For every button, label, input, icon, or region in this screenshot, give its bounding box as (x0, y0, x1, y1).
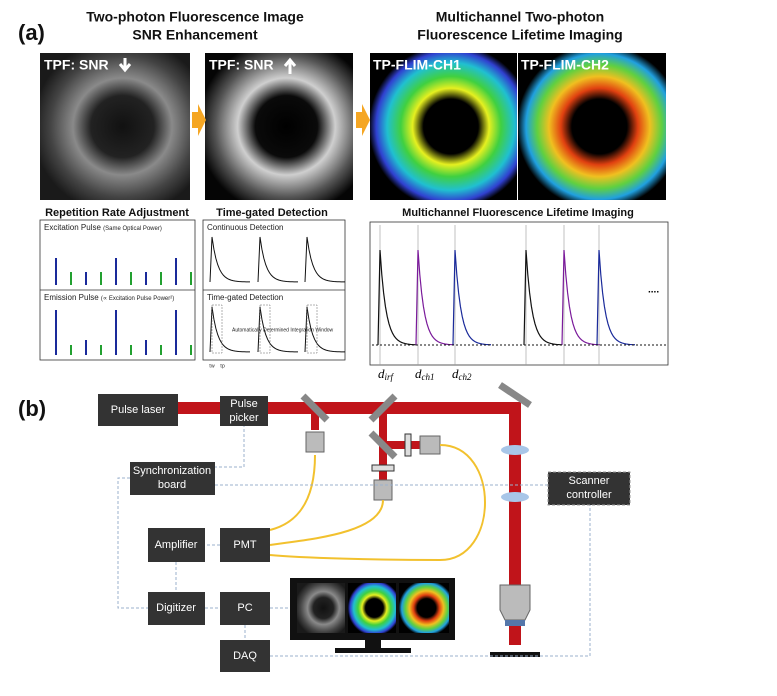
box (220, 528, 270, 562)
decay-curve (304, 306, 346, 353)
box-label: DAQ (233, 650, 257, 662)
collimator (305, 431, 325, 453)
curves (372, 225, 666, 365)
box-label: board (158, 479, 186, 491)
gate-window (259, 304, 271, 354)
box-label: PMT (233, 539, 257, 551)
decay-curve (561, 249, 601, 346)
delay-label: dch2 (452, 366, 472, 382)
mirror (300, 393, 330, 423)
monitor-image (348, 583, 396, 633)
image (518, 53, 666, 200)
signal-line (175, 505, 591, 657)
collimator (373, 479, 393, 501)
image-label: TPF: SNR (44, 57, 109, 73)
image (205, 53, 353, 200)
signal-line (215, 424, 245, 468)
gate-window (306, 304, 318, 354)
box (98, 394, 178, 426)
box-label: controller (566, 489, 612, 501)
axis-mark: τw (209, 363, 215, 369)
title: SNR Enhancement (132, 27, 258, 43)
objective-tip (505, 620, 525, 626)
sample-stage (490, 652, 540, 657)
title: Multichannel Two-photon (436, 9, 605, 25)
box (130, 462, 215, 495)
fiber (269, 444, 486, 562)
box-label: Digitizer (156, 602, 196, 614)
axis-mark: τp (220, 363, 225, 369)
arrow-up (283, 57, 297, 74)
image (40, 53, 190, 200)
box (220, 592, 270, 625)
decay-curve (209, 306, 251, 353)
box-label: Pulse (230, 398, 258, 410)
plot-label: Continuous Detection (207, 223, 284, 232)
lens (501, 492, 529, 502)
collimator (419, 435, 441, 455)
box (148, 592, 205, 625)
ellipsis: .... (648, 285, 659, 296)
box-label: PC (237, 602, 252, 614)
box-label: picker (229, 412, 259, 424)
plot-label: Time-gated Detection (207, 293, 283, 302)
arrow-down (118, 58, 132, 73)
gate-window (211, 304, 223, 354)
title: Fluorescence Lifetime Imaging (417, 27, 622, 43)
decay-curve (415, 249, 455, 346)
panel-label: (b) (18, 396, 46, 421)
plot-label: Excitation Pulse (Same Optical Power) (44, 223, 162, 232)
box-label: Scanner (569, 475, 610, 487)
image (370, 53, 517, 200)
plot-label: Emission Pulse (∝ Excitation Pulse Power… (44, 293, 174, 302)
monitor-stand (335, 640, 411, 653)
image-label: TPF: SNR (209, 57, 274, 73)
delay-label: dirf (378, 366, 395, 382)
filter (371, 464, 395, 472)
decay-curve (596, 249, 636, 346)
box (220, 640, 270, 672)
box (148, 528, 205, 562)
panel-label: (a) (18, 20, 45, 45)
plot-title: Time-gated Detection (216, 207, 328, 219)
lens (501, 445, 529, 455)
box-label: Synchronization (133, 465, 211, 477)
mirror (498, 382, 532, 408)
filter (404, 433, 412, 457)
objective (499, 584, 531, 621)
monitor-image (399, 583, 449, 633)
decay-curve (452, 249, 492, 346)
box (220, 396, 268, 426)
annotation: Automatically Determined Integration Win… (232, 327, 334, 333)
decay-curve (304, 236, 346, 283)
monitor-image (297, 583, 345, 633)
decay-curve (209, 236, 251, 283)
fiber (269, 454, 316, 531)
mirror (368, 393, 398, 423)
beam (178, 402, 521, 645)
signal-line (117, 477, 148, 609)
fiber (269, 499, 384, 546)
arrow (356, 104, 370, 136)
arrow (192, 104, 206, 136)
plot-title: Repetition Rate Adjustment (45, 207, 189, 219)
image-label: TP-FLIM-CH2 (521, 57, 609, 73)
decay-curve (257, 306, 299, 353)
decay-curve (257, 236, 299, 283)
decay-curve (523, 249, 563, 346)
title: Two-photon Fluorescence Image (86, 9, 304, 25)
image-label: TP-FLIM-CH1 (373, 57, 461, 73)
box-label: Pulse laser (111, 404, 166, 416)
decay-curve (377, 249, 417, 346)
delay-label: dch1 (415, 366, 435, 382)
mirror (368, 430, 398, 460)
box-label: Amplifier (155, 539, 198, 551)
box (547, 471, 631, 506)
plot-title: Multichannel Fluorescence Lifetime Imagi… (402, 207, 634, 219)
